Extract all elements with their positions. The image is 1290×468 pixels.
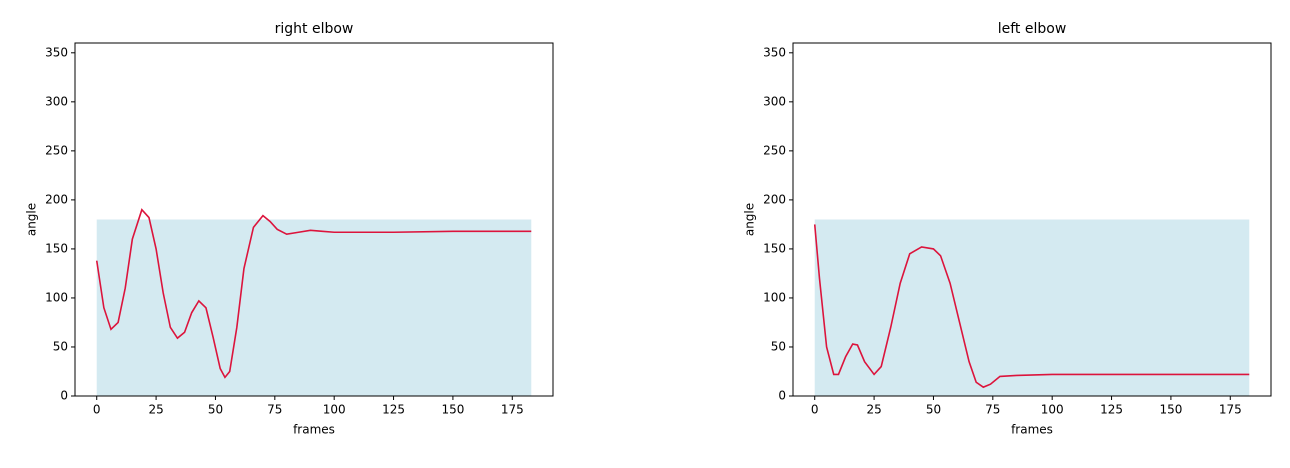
shaded-band — [96, 219, 532, 396]
x-tick-label: 150 — [441, 403, 464, 417]
y-tick-label: 100 — [45, 290, 68, 304]
y-tick-label: 300 — [763, 94, 786, 108]
plot-frame — [74, 42, 554, 397]
x-tick-label: 50 — [208, 403, 223, 417]
x-tick-label: 100 — [323, 403, 346, 417]
x-tick-label: 125 — [382, 403, 405, 417]
x-tick-label: 0 — [93, 403, 101, 417]
x-tick-label: 75 — [267, 403, 282, 417]
x-tick-label: 50 — [926, 403, 941, 417]
y-tick-label: 300 — [45, 94, 68, 108]
y-tick-label: 0 — [60, 389, 68, 403]
y-tick-label: 150 — [45, 241, 68, 255]
y-tick-label: 200 — [45, 192, 68, 206]
chart-title: right elbow — [275, 21, 354, 37]
x-tick-label: 175 — [501, 403, 524, 417]
x-tick-label: 25 — [148, 403, 163, 417]
y-axis-label: angle — [25, 203, 39, 236]
y-tick-label: 350 — [45, 45, 68, 59]
x-tick-label: 25 — [866, 403, 881, 417]
plot-frame — [792, 42, 1272, 397]
y-tick-label: 50 — [771, 339, 786, 353]
x-tick-label: 75 — [985, 403, 1000, 417]
y-tick-label: 0 — [778, 389, 786, 403]
y-tick-label: 250 — [763, 143, 786, 157]
x-tick-label: 150 — [1159, 403, 1182, 417]
y-tick-label: 250 — [45, 143, 68, 157]
chart: 0 25 50 75 100 125 150 175 0 50 100 150 200 250 300 350… — [743, 21, 1272, 437]
data-line — [95, 208, 532, 379]
y-tick-label: 150 — [763, 241, 786, 255]
data-line — [813, 224, 1250, 389]
chart-title: left elbow — [998, 21, 1067, 37]
y-tick-label: 50 — [53, 339, 68, 353]
y-axis-label: angle — [743, 203, 757, 236]
y-tick-label: 350 — [763, 45, 786, 59]
x-tick-label: 100 — [1041, 403, 1064, 417]
x-axis-label: frames — [1011, 423, 1053, 437]
x-axis-label: frames — [293, 423, 335, 437]
y-tick-label: 100 — [763, 290, 786, 304]
y-tick-label: 200 — [763, 192, 786, 206]
chart: 0 25 50 75 100 125 150 175 0 50 100 150 200 250 300 350… — [25, 21, 554, 437]
x-tick-label: 125 — [1100, 403, 1123, 417]
x-tick-label: 175 — [1219, 403, 1242, 417]
x-tick-label: 0 — [811, 403, 819, 417]
shaded-band — [814, 219, 1250, 396]
